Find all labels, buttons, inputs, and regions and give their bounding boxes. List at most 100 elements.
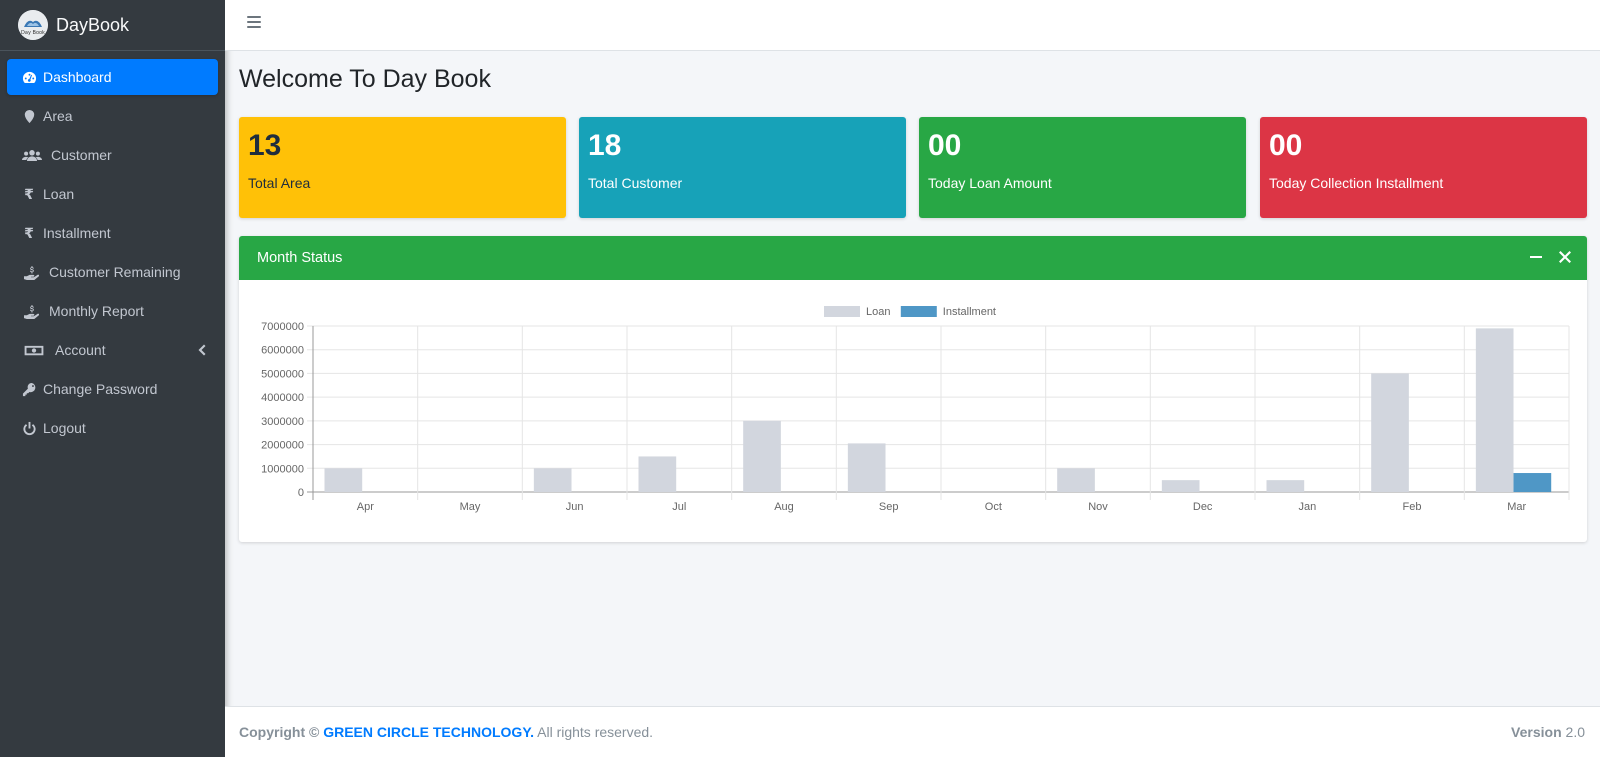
key-icon xyxy=(21,381,37,397)
sidebar-item-label: Loan xyxy=(43,186,75,202)
y-tick-label: 7000000 xyxy=(261,321,304,333)
remove-button[interactable] xyxy=(1556,248,1574,266)
y-tick-label: 1000000 xyxy=(261,463,304,475)
rights-text: All rights reserved. xyxy=(537,724,654,740)
collapse-button[interactable] xyxy=(1527,248,1545,266)
y-tick-label: 3000000 xyxy=(261,416,304,428)
company-link[interactable]: GREEN CIRCLE TECHNOLOGY. xyxy=(323,724,534,740)
x-tick-label: Nov xyxy=(1088,501,1108,513)
sidebar-item-area[interactable]: Area xyxy=(7,98,218,134)
sidebar-item-account[interactable]: Account xyxy=(7,332,218,368)
x-tick-label: Jan xyxy=(1298,501,1316,513)
rupee-icon: ₹ xyxy=(24,185,34,202)
y-tick-label: 2000000 xyxy=(261,440,304,452)
bar-loan xyxy=(1475,328,1514,492)
menu-toggle-icon[interactable] xyxy=(247,16,261,30)
bar-loan xyxy=(1057,468,1095,492)
sidebar-item-label: Account xyxy=(55,342,106,358)
bar-loan xyxy=(533,468,572,492)
stat-label: Total Customer xyxy=(588,175,683,191)
rupee-icon: ₹ xyxy=(24,224,34,241)
tachometer-icon xyxy=(21,69,37,85)
x-tick-label: Sep xyxy=(879,501,899,513)
bar-loan xyxy=(1161,480,1200,492)
sidebar-item-label: Monthly Report xyxy=(49,303,144,319)
stat-box-total-customer: 18 Total Customer xyxy=(579,117,906,218)
stat-value: 00 xyxy=(928,129,962,162)
sidebar-item-dashboard[interactable]: Dashboard xyxy=(7,59,218,95)
x-tick-label: Oct xyxy=(985,501,1002,513)
legend-swatch xyxy=(900,306,937,317)
legend-swatch xyxy=(824,306,860,317)
brand-link[interactable]: Day Book DayBook xyxy=(0,0,225,51)
bar-chart: 0 1000000 2000000 3000000 4000000 5000000 6000… xyxy=(261,306,1570,513)
hand-holding-usd-icon xyxy=(23,303,39,319)
version-info: Version 2.0 xyxy=(1511,724,1585,740)
stat-label: Today Collection Installment xyxy=(1269,175,1444,191)
month-status-card: Month Status 0 1000000 2000000 3000000 40000… xyxy=(239,236,1587,542)
x-tick-label: Feb xyxy=(1403,501,1422,513)
chevron-left-icon[interactable] xyxy=(196,343,206,357)
stat-label: Today Loan Amount xyxy=(928,175,1052,191)
sidebar-item-logout[interactable]: Logout xyxy=(7,410,218,446)
sidebar-item-loan[interactable]: ₹ Loan xyxy=(7,176,218,212)
top-navbar xyxy=(225,0,1600,51)
bar-loan xyxy=(847,443,886,492)
stat-box-today-loan-amount: 00 Today Loan Amount xyxy=(919,117,1246,218)
hand-holding-usd-icon xyxy=(23,264,39,280)
map-marker-icon xyxy=(21,108,37,124)
sidebar-item-label: Dashboard xyxy=(43,69,112,85)
card-header: Month Status xyxy=(239,236,1587,280)
sidebar-nav: Dashboard Area Customer ₹ Loan ₹ Install… xyxy=(0,51,225,457)
sidebar-item-label: Installment xyxy=(43,225,111,241)
stat-value: 00 xyxy=(1269,129,1303,162)
brand-logo: Day Book xyxy=(18,10,48,40)
bar-loan xyxy=(324,468,363,492)
stat-value: 13 xyxy=(248,129,282,162)
version-label: Version xyxy=(1511,724,1562,740)
x-tick-label: Jun xyxy=(566,501,584,513)
legend-label: Loan xyxy=(866,306,890,318)
sidebar-item-installment[interactable]: ₹ Installment xyxy=(7,215,218,251)
bar-loan xyxy=(638,456,677,492)
money-bill-icon xyxy=(23,342,45,358)
x-tick-label: Jul xyxy=(672,501,686,513)
x-tick-label: May xyxy=(460,501,481,513)
sidebar-item-label: Change Password xyxy=(43,381,158,397)
bar-loan xyxy=(1371,373,1409,492)
close-icon xyxy=(1559,251,1571,263)
sidebar-item-label: Area xyxy=(43,108,73,124)
bar-installment xyxy=(1513,473,1552,492)
card-title: Month Status xyxy=(257,250,343,266)
y-tick-label: 6000000 xyxy=(261,345,304,357)
sidebar-item-label: Logout xyxy=(43,420,86,436)
y-tick-label: 5000000 xyxy=(261,368,304,380)
x-tick-label: Dec xyxy=(1193,501,1213,513)
sidebar-item-monthly-report[interactable]: Monthly Report xyxy=(7,293,218,329)
x-tick-label: Apr xyxy=(357,501,374,513)
minus-icon xyxy=(1530,256,1542,258)
x-tick-label: Aug xyxy=(774,501,794,513)
stat-label: Total Area xyxy=(248,175,311,191)
main-sidebar: Day Book DayBook Dashboard Area Customer… xyxy=(0,0,225,757)
y-tick-label: 0 xyxy=(298,487,304,499)
brand-name: DayBook xyxy=(56,14,130,35)
stat-box-today-collection-installment: 00 Today Collection Installment xyxy=(1260,117,1587,218)
month-status-chart: 0 1000000 2000000 3000000 4000000 5000000 6000… xyxy=(239,280,1587,542)
bar-loan xyxy=(1266,480,1305,492)
brand-logo-text: Day Book xyxy=(21,30,45,36)
copyright-prefix: Copyright © xyxy=(239,724,320,740)
stat-box-total-area: 13 Total Area xyxy=(239,117,566,218)
main-footer: Copyright © GREEN CIRCLE TECHNOLOGY. All… xyxy=(225,706,1600,757)
power-off-icon xyxy=(21,420,37,436)
stat-value: 18 xyxy=(588,129,622,162)
bar-loan xyxy=(743,420,781,492)
users-icon xyxy=(21,147,43,163)
copyright: Copyright © GREEN CIRCLE TECHNOLOGY. All… xyxy=(239,724,653,740)
sidebar-item-customer-remaining[interactable]: Customer Remaining xyxy=(7,254,218,290)
page-title: Welcome To Day Book xyxy=(239,65,491,93)
sidebar-item-customer[interactable]: Customer xyxy=(7,137,218,173)
x-tick-label: Mar xyxy=(1507,501,1526,513)
legend-label: Installment xyxy=(943,306,996,318)
sidebar-item-change-password[interactable]: Change Password xyxy=(7,371,218,407)
